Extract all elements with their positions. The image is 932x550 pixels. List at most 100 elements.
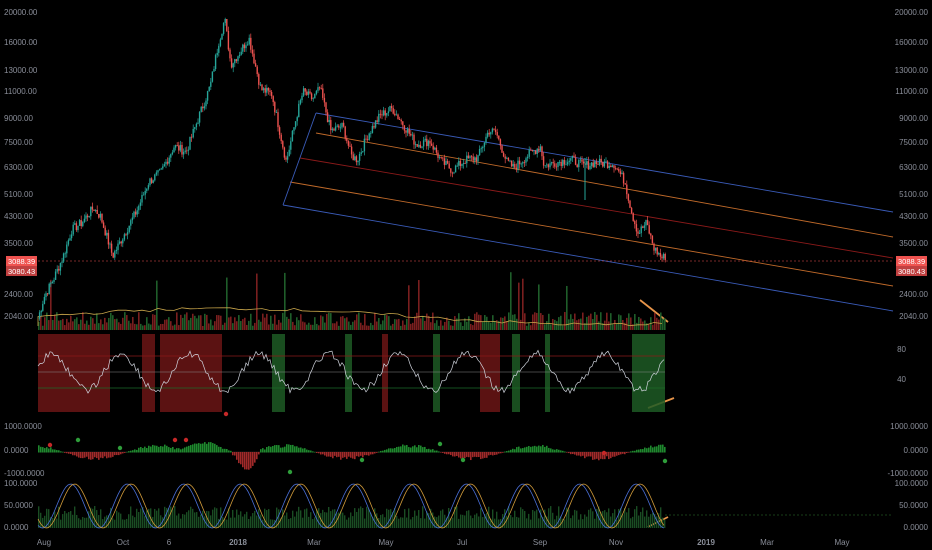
- volume-bar: [156, 280, 158, 330]
- macd-histogram-bar: [356, 452, 358, 457]
- stoch-bar: [396, 515, 398, 528]
- stoch-bar: [308, 516, 310, 528]
- volume-bar: [582, 312, 584, 330]
- channel-line: [289, 181, 894, 287]
- price-axis-label-left: 4300.00: [4, 212, 33, 221]
- candle-body: [382, 110, 385, 116]
- volume-bar: [96, 313, 98, 330]
- macd-histogram-bar: [154, 445, 156, 453]
- macd-histogram-bar: [446, 452, 448, 455]
- macd-signal-dot: [75, 437, 81, 443]
- stoch-bar: [654, 513, 656, 528]
- candle-body: [54, 271, 57, 280]
- candle-body: [253, 53, 255, 64]
- stoch-bar: [206, 510, 208, 528]
- volume-bar: [92, 318, 94, 330]
- macd-histogram-bar: [398, 446, 400, 453]
- volume-bar: [298, 320, 300, 330]
- macd-histogram-bar: [84, 452, 86, 458]
- macd-histogram-bar: [282, 447, 284, 453]
- macd-histogram-bar: [418, 444, 420, 453]
- volume-bar: [578, 319, 580, 330]
- candle-body: [101, 213, 103, 223]
- volume-bar: [324, 322, 326, 330]
- volume-bar: [530, 325, 532, 330]
- stoch-bar: [550, 506, 552, 528]
- volume-bar: [264, 317, 266, 330]
- volume-bar: [40, 316, 42, 330]
- candle-body: [661, 256, 663, 259]
- candle-body: [603, 161, 606, 167]
- macd-histogram-bar: [310, 450, 312, 453]
- candle-body: [493, 128, 495, 130]
- stoch-k-line: [37, 483, 665, 529]
- macd-histogram-bar: [286, 444, 288, 453]
- volume-bar: [44, 317, 46, 330]
- volume-bar: [80, 319, 82, 330]
- candle-body: [610, 165, 612, 168]
- candle-body: [651, 235, 654, 244]
- macd-histogram-bar: [364, 452, 366, 456]
- macd-signal-dot: [117, 445, 123, 451]
- stoch-bar: [622, 514, 624, 528]
- candle-body: [102, 222, 105, 228]
- volume-bar: [664, 318, 666, 330]
- candle-body: [578, 160, 580, 168]
- volume-bar: [190, 317, 192, 330]
- candle-body: [70, 234, 73, 239]
- macd-signal-dot: [662, 458, 668, 464]
- volume-bar: [518, 282, 520, 330]
- macd-histogram-bar: [554, 449, 556, 453]
- stoch-bar: [294, 516, 296, 528]
- volume-bar: [484, 315, 486, 330]
- macd-histogram-bar: [506, 451, 508, 453]
- candle-body: [238, 54, 241, 57]
- volume-bar: [328, 312, 330, 330]
- volume-bar: [54, 314, 56, 330]
- candle-body: [426, 138, 428, 147]
- volume-bar: [576, 320, 578, 330]
- volume-bar: [170, 321, 172, 330]
- candle-body: [42, 303, 44, 311]
- stoch-bar: [166, 508, 168, 528]
- stoch-bar: [216, 508, 218, 528]
- stoch-bar: [502, 514, 504, 528]
- stoch-bar: [564, 519, 566, 528]
- stoch-bar: [214, 507, 216, 528]
- candle-body: [386, 113, 388, 116]
- volume-bar: [394, 319, 396, 330]
- candle-body: [130, 220, 132, 226]
- volume-bar: [544, 324, 546, 330]
- macd-histogram-bar: [66, 452, 68, 454]
- macd-histogram-bar: [368, 452, 370, 456]
- candle-body: [290, 141, 292, 150]
- stoch-bar: [284, 515, 286, 528]
- price-axis-label-left: 2040.00: [4, 312, 33, 321]
- macd-histogram-bar: [490, 452, 492, 455]
- stoch-bar: [74, 506, 76, 528]
- macd-histogram-bar: [550, 448, 552, 453]
- candle-body: [459, 160, 462, 166]
- volume-bar: [522, 278, 524, 330]
- volume-bar: [628, 313, 630, 330]
- stoch-bar: [64, 510, 66, 528]
- candle-body: [136, 210, 138, 215]
- candle-body: [646, 220, 649, 226]
- price-axis-label-left: 3500.00: [4, 239, 33, 248]
- macd-histogram-bar: [482, 452, 484, 459]
- macd-histogram-bar: [212, 443, 214, 453]
- volume-bar: [254, 322, 256, 330]
- price-tag-right: [896, 266, 927, 276]
- candle-body: [451, 172, 454, 174]
- candle-body: [643, 225, 646, 228]
- volume-bar: [468, 316, 470, 330]
- candle-body: [374, 120, 377, 128]
- volume-bar: [646, 323, 648, 330]
- stoch-bar: [400, 517, 402, 528]
- stoch-bar: [248, 518, 250, 528]
- stoch-bar: [212, 509, 214, 528]
- candle-body: [394, 113, 396, 116]
- candle-body: [475, 157, 478, 162]
- stoch-bar: [362, 507, 364, 528]
